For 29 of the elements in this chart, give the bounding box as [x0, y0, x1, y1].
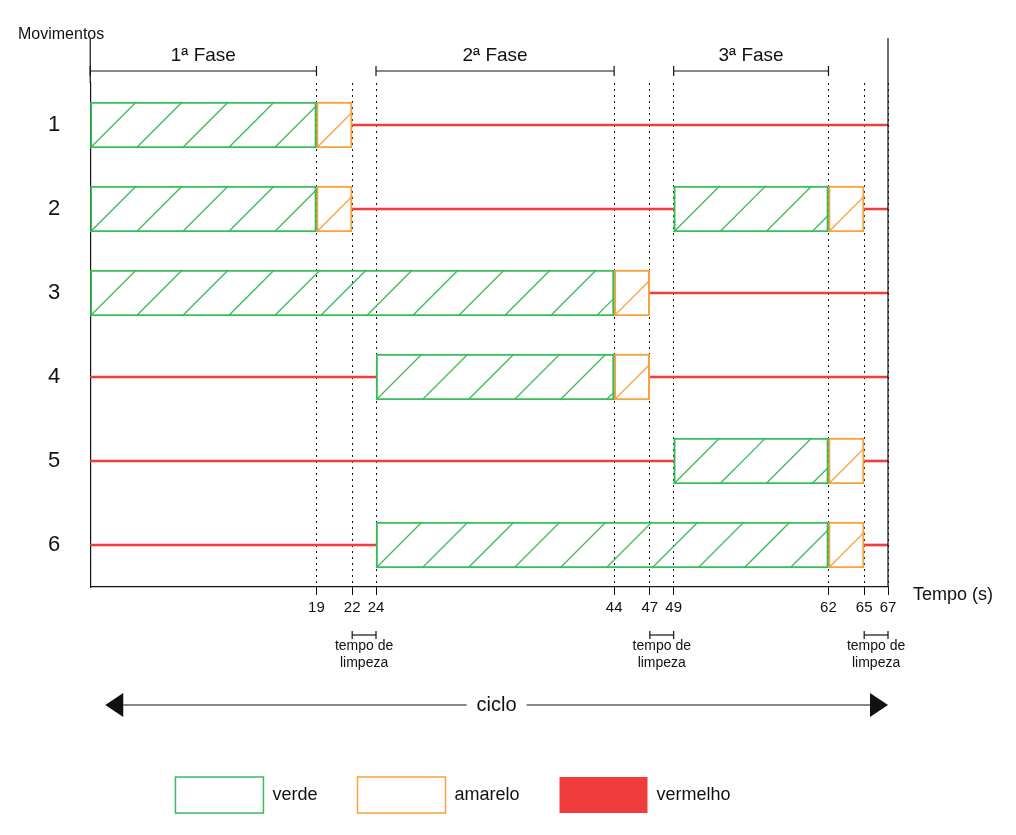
x-tick-label: 67	[879, 598, 897, 616]
text: 1ª Fase	[170, 43, 236, 65]
text: 3ª Fase	[718, 43, 784, 65]
legend-label: verde	[272, 783, 318, 804]
text: tempo de limpeza	[846, 636, 906, 670]
x-tick-label: 47	[641, 598, 659, 616]
x-tick-label: 24	[367, 598, 385, 616]
text: tempo de limpeza	[632, 636, 692, 670]
x-tick-label: 44	[605, 598, 623, 616]
y-tick-label: 3	[47, 279, 61, 305]
text: tempo de limpeza	[334, 636, 394, 670]
y-tick-label: 5	[47, 447, 61, 473]
legend-label: amarelo	[454, 783, 520, 804]
y-axis-title: Movimentos	[18, 25, 105, 43]
y-tick-label: 4	[47, 363, 61, 389]
x-axis-title: Tempo (s)	[913, 583, 994, 604]
text: 2ª Fase	[462, 43, 528, 65]
legend-label: vermelho	[656, 783, 731, 804]
y-tick-label: 1	[47, 111, 61, 137]
y-tick-label: 6	[47, 531, 61, 557]
x-tick-label: 65	[855, 598, 873, 616]
x-tick-label: 49	[665, 598, 683, 616]
y-tick-label: 2	[47, 195, 61, 221]
x-tick-label: 19	[308, 598, 325, 616]
bar	[613, 353, 651, 401]
bar	[613, 269, 651, 317]
x-tick-label: 22	[343, 598, 361, 616]
text: ciclo	[476, 692, 517, 715]
x-tick-label: 62	[820, 598, 837, 616]
